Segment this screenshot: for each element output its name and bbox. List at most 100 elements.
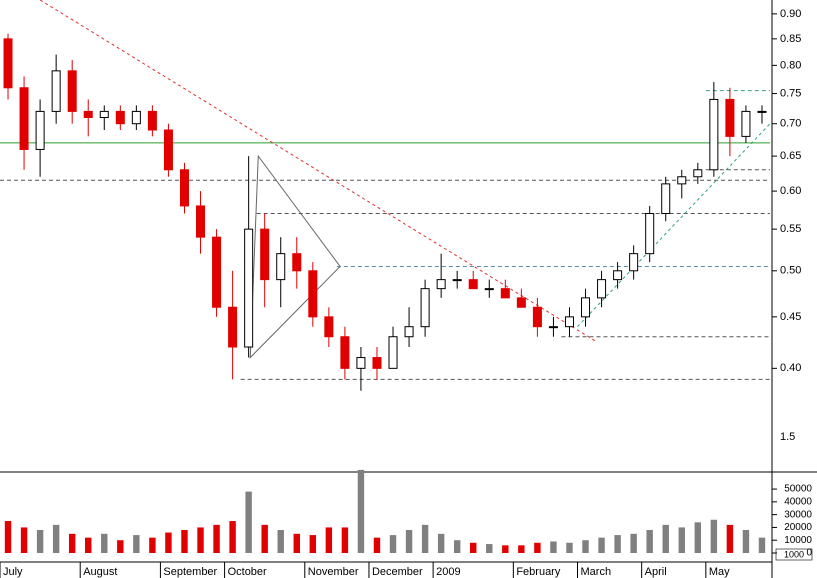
x-tick-label: October <box>228 566 267 578</box>
x-tick-label: August <box>83 566 117 578</box>
candle-body <box>292 253 302 272</box>
y-tick-label: 0.70 <box>780 118 801 130</box>
candle-body <box>452 279 462 282</box>
volume-bar <box>4 521 12 553</box>
candle-body <box>532 306 542 328</box>
y-tick-label: 0.85 <box>780 33 801 45</box>
volume-bar <box>518 545 525 553</box>
candle-body <box>83 110 93 119</box>
candle-body <box>645 213 655 255</box>
volume-bar <box>117 540 124 553</box>
volume-bar <box>421 524 429 553</box>
y-tick-label: 0.55 <box>780 223 801 235</box>
volume-tick-label: 50000 <box>784 484 812 495</box>
candle-body <box>356 357 366 369</box>
x-tick-label: March <box>581 566 612 578</box>
candle-body <box>67 70 77 112</box>
volume-bar <box>630 533 637 553</box>
candle-body <box>196 205 206 238</box>
candle-body <box>597 279 607 299</box>
candle-body <box>709 98 719 171</box>
candle-body <box>19 87 29 150</box>
volume-bar <box>213 524 220 553</box>
unit-box <box>775 548 813 561</box>
y-tick-label: 0.65 <box>780 150 801 162</box>
candle-body <box>3 38 13 89</box>
candle-body <box>179 169 189 207</box>
volume-bar <box>309 535 317 553</box>
x-tick-label: February <box>516 566 561 578</box>
volume-bar <box>502 545 509 553</box>
trendline <box>39 0 598 343</box>
candle-body <box>484 288 494 291</box>
volume-bar <box>566 542 573 553</box>
y-tick-label: 0.90 <box>780 8 801 20</box>
candle-body <box>564 316 574 328</box>
volume-bar <box>293 533 300 553</box>
candle-body <box>147 110 157 131</box>
x-tick-label: November <box>308 566 359 578</box>
y-tick-label: 0.45 <box>780 311 801 323</box>
volume-bar <box>405 529 413 553</box>
volume-bar <box>20 527 28 553</box>
volume-unit: 1000 <box>784 549 804 559</box>
volume-tick-label: 40000 <box>784 496 812 507</box>
volume-bar <box>261 524 268 553</box>
candle-body <box>340 336 350 369</box>
x-tick-label: April <box>645 566 667 578</box>
candle-body <box>693 169 703 178</box>
volume-bar <box>710 519 718 553</box>
volume-bar <box>582 540 589 553</box>
candle-body <box>757 110 767 113</box>
candle-body <box>629 253 639 272</box>
volume-bar <box>68 533 76 553</box>
volume-bar <box>614 535 621 553</box>
y-tick-label: 0.50 <box>780 265 801 277</box>
candle-body <box>35 110 45 150</box>
volume-bar <box>149 537 156 553</box>
candle-body <box>677 176 687 185</box>
x-tick-label: December <box>372 566 423 578</box>
y-tick-label: 0.60 <box>780 185 801 197</box>
candle-body <box>372 357 382 369</box>
volume-bar <box>453 540 461 553</box>
candle-body <box>388 336 398 369</box>
x-tick-label: September <box>163 566 217 578</box>
candle-body <box>661 183 671 215</box>
volume-bar <box>646 529 653 553</box>
candle-body <box>613 270 623 281</box>
volume-bar <box>357 469 365 553</box>
volume-bar <box>437 533 445 553</box>
volume-bar <box>229 521 236 553</box>
volume-bar <box>181 529 188 553</box>
y-tick-label: 0.40 <box>780 362 801 374</box>
volume-bar <box>694 522 702 553</box>
volume-tick-label: 0 <box>806 548 812 559</box>
volume-bar <box>662 524 669 553</box>
candle-body <box>420 288 430 328</box>
candle-body <box>548 326 558 329</box>
volume-bar <box>726 524 734 553</box>
x-tick-label: July <box>3 566 23 578</box>
candle-body <box>244 228 254 348</box>
volume-bar <box>598 537 605 553</box>
candle-body <box>404 326 414 338</box>
volume-bar <box>325 527 333 553</box>
triangle-pattern <box>249 154 341 359</box>
candle-body <box>500 288 510 299</box>
candle-body <box>725 98 735 137</box>
candle-body <box>228 306 238 348</box>
candle-body <box>99 110 109 119</box>
candle-body <box>741 110 751 137</box>
volume-bar <box>245 491 252 553</box>
volume-bar <box>165 532 172 553</box>
candle-body <box>163 129 173 171</box>
y-tick-label: 0.75 <box>780 87 801 99</box>
volume-bar <box>85 537 92 553</box>
candle-body <box>260 228 270 281</box>
candle-body <box>131 110 141 125</box>
volume-bar <box>52 524 60 553</box>
candle-body <box>308 270 318 318</box>
volume-bar <box>758 537 766 553</box>
